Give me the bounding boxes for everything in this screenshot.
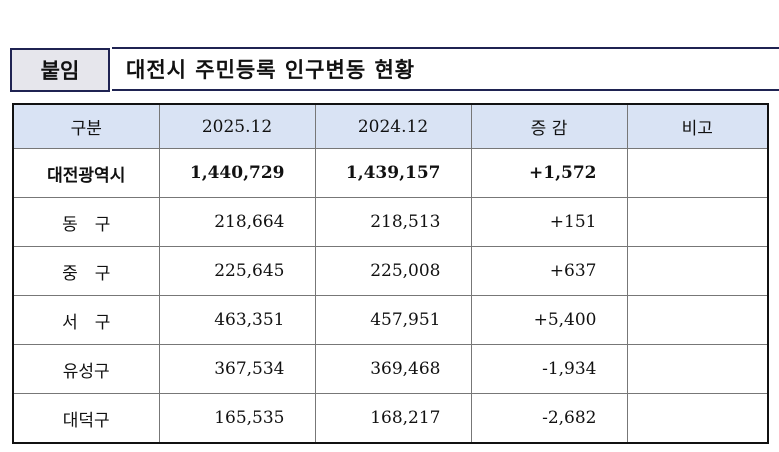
value-note	[626, 197, 769, 247]
header-category: 구분	[12, 103, 160, 149]
value-2025: 218,664	[158, 197, 316, 247]
value-change: +637	[470, 246, 628, 296]
value-2024: 1,439,157	[314, 148, 472, 198]
attachment-label: 붙임	[10, 48, 110, 92]
table-row: 서 구 463,351 457,951 +5,400	[12, 295, 769, 345]
value-2025: 225,645	[158, 246, 316, 296]
value-change: +151	[470, 197, 628, 247]
table-row: 유성구 367,534 369,468 -1,934	[12, 344, 769, 394]
value-note	[626, 393, 769, 444]
row-name: 중 구	[12, 246, 160, 296]
table-header-row: 구분 2025.12 2024.12 증 감 비고	[12, 103, 769, 149]
value-2024: 225,008	[314, 246, 472, 296]
row-name: 유성구	[12, 344, 160, 394]
page-title: 대전시 주민등록 인구변동 현황	[112, 47, 779, 91]
row-name: 대덕구	[12, 393, 160, 444]
value-2024: 369,468	[314, 344, 472, 394]
value-note	[626, 295, 769, 345]
value-2024: 457,951	[314, 295, 472, 345]
table-row: 대덕구 165,535 168,217 -2,682	[12, 393, 769, 444]
value-2024: 218,513	[314, 197, 472, 247]
table-row: 중 구 225,645 225,008 +637	[12, 246, 769, 296]
table-row: 대전광역시 1,440,729 1,439,157 +1,572	[12, 148, 769, 198]
value-2025: 1,440,729	[158, 148, 316, 198]
value-2025: 367,534	[158, 344, 316, 394]
value-2024: 168,217	[314, 393, 472, 444]
value-change: +1,572	[470, 148, 628, 198]
row-name: 서 구	[12, 295, 160, 345]
row-name: 동 구	[12, 197, 160, 247]
row-name: 대전광역시	[12, 148, 160, 198]
population-table: 구분 2025.12 2024.12 증 감 비고 대전광역시 1,440,729…	[12, 103, 769, 444]
table-row: 동 구 218,664 218,513 +151	[12, 197, 769, 247]
value-change: +5,400	[470, 295, 628, 345]
value-2025: 463,351	[158, 295, 316, 345]
value-change: -1,934	[470, 344, 628, 394]
value-note	[626, 344, 769, 394]
value-2025: 165,535	[158, 393, 316, 444]
value-note	[626, 246, 769, 296]
header-2025: 2025.12	[158, 103, 316, 149]
header-2024: 2024.12	[314, 103, 472, 149]
header-note: 비고	[626, 103, 769, 149]
value-note	[626, 148, 769, 198]
header-change: 증 감	[470, 103, 628, 149]
value-change: -2,682	[470, 393, 628, 444]
